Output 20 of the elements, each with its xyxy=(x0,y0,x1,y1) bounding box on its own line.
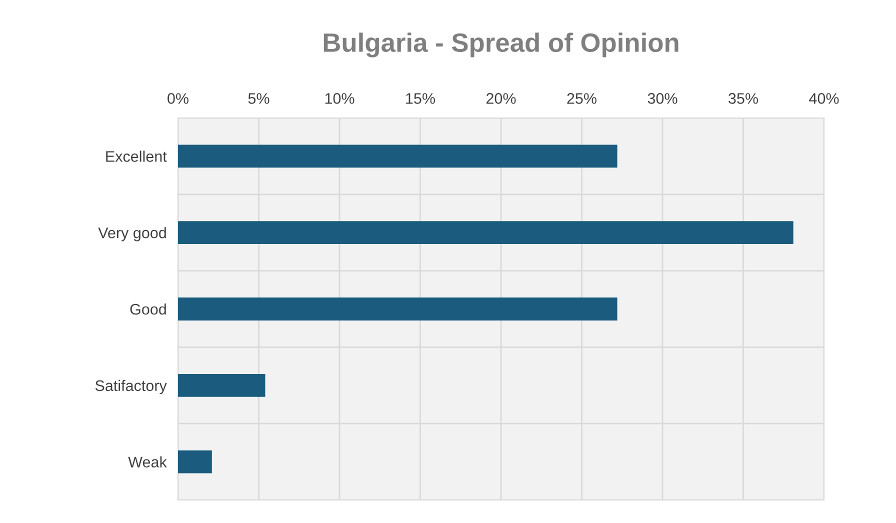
x-tick-label: 10% xyxy=(325,93,354,104)
bar xyxy=(178,374,266,397)
bar xyxy=(178,298,618,320)
bar xyxy=(178,450,212,474)
x-tick-label: 20% xyxy=(486,93,516,104)
x-tick-label: 5% xyxy=(248,93,270,104)
y-tick-label: Satifactory xyxy=(95,380,167,394)
bar xyxy=(178,144,618,168)
chart-title: Bulgaria - Spread of Opinion xyxy=(324,32,678,58)
y-tick-label: Very good xyxy=(98,227,166,242)
x-tick-label: 40% xyxy=(809,93,839,104)
x-tick-label: 25% xyxy=(567,93,596,104)
y-tick-label: Excellent xyxy=(106,150,167,162)
y-tick-label: Weak xyxy=(128,456,167,468)
x-tick-label: 15% xyxy=(406,93,435,104)
x-tick-label: 0% xyxy=(168,93,188,104)
x-tick-label: 30% xyxy=(648,93,678,104)
x-tick-label: 35% xyxy=(728,93,758,104)
y-tick-label: Good xyxy=(130,303,166,315)
bar xyxy=(178,221,794,244)
